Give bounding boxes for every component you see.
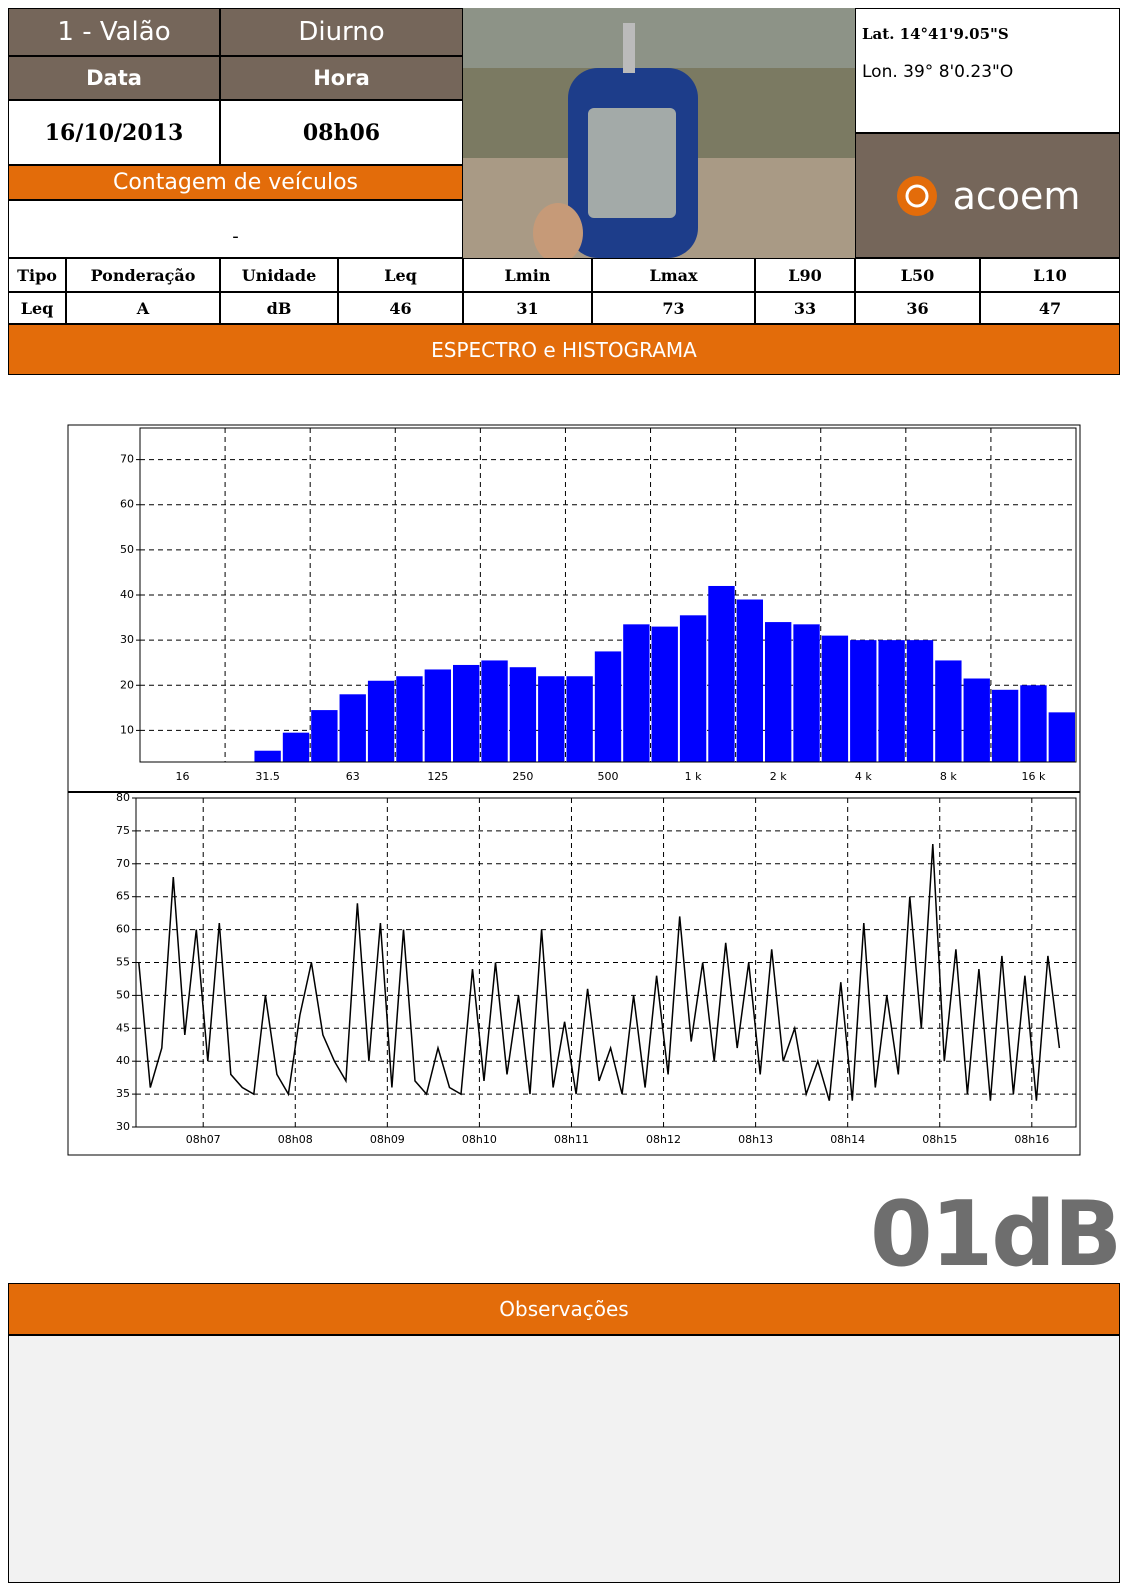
- y-tick-label: 30: [116, 1120, 130, 1133]
- notes-area: [8, 1335, 1120, 1583]
- y-tick-label: 50: [116, 988, 130, 1001]
- y-tick-label: 55: [116, 956, 130, 969]
- x-tick-label: 08h13: [738, 1133, 773, 1146]
- x-tick-label: 08h12: [646, 1133, 681, 1146]
- bar: [623, 624, 649, 762]
- bar: [964, 679, 990, 763]
- bar: [340, 694, 366, 762]
- bar: [254, 751, 280, 762]
- y-tick-label: 45: [116, 1021, 130, 1034]
- x-tick-label: 500: [598, 770, 619, 783]
- bar: [1049, 712, 1075, 762]
- bar: [595, 651, 621, 762]
- bar: [1020, 685, 1046, 762]
- bar: [907, 640, 933, 762]
- x-tick-label: 63: [346, 770, 360, 783]
- bar: [425, 669, 451, 762]
- y-tick-label: 60: [116, 923, 130, 936]
- bar: [368, 681, 394, 762]
- charts: 10 20 30 40 50 60 70 16 31.5 63 125 250 500 1 k 2 k 4 k…: [0, 0, 1130, 1283]
- y-tick-label: 40: [120, 588, 134, 601]
- y-tick-label: 70: [120, 453, 134, 466]
- x-tick-label: 08h14: [830, 1133, 865, 1146]
- x-tick-label: 08h07: [186, 1133, 221, 1146]
- x-tick-label: 08h15: [922, 1133, 957, 1146]
- x-tick-label: 16 k: [1022, 770, 1046, 783]
- bar: [311, 710, 337, 762]
- bar: [566, 676, 592, 762]
- y-tick-label: 65: [116, 890, 130, 903]
- x-tick-label: 08h11: [554, 1133, 589, 1146]
- y-tick-label: 35: [116, 1087, 130, 1100]
- bar: [538, 676, 564, 762]
- x-tick-label: 08h16: [1014, 1133, 1049, 1146]
- x-tick-label: 4 k: [855, 770, 872, 783]
- bar: [822, 636, 848, 762]
- bar: [765, 622, 791, 762]
- x-tick-label: 31.5: [255, 770, 280, 783]
- y-tick-label: 30: [120, 633, 134, 646]
- bar: [396, 676, 422, 762]
- bar: [850, 640, 876, 762]
- page: 1 - Valão Diurno Data Hora 16/10/2013 08…: [0, 0, 1130, 1583]
- bar: [453, 665, 479, 762]
- y-tick-label: 70: [116, 857, 130, 870]
- bar: [680, 615, 706, 762]
- x-tick-label: 08h10: [462, 1133, 497, 1146]
- bar: [793, 624, 819, 762]
- x-tick-label: 1 k: [685, 770, 702, 783]
- x-tick-label: 125: [427, 770, 448, 783]
- bar: [652, 627, 678, 762]
- x-tick-label: 08h09: [370, 1133, 405, 1146]
- y-tick-label: 20: [120, 678, 134, 691]
- bar: [510, 667, 536, 762]
- y-tick-label: 80: [116, 791, 130, 804]
- y-tick-label: 60: [120, 498, 134, 511]
- x-tick-label: 16: [176, 770, 190, 783]
- bar: [283, 733, 309, 762]
- y-tick-label: 75: [116, 824, 130, 837]
- y-tick-label: 40: [116, 1054, 130, 1067]
- bar: [481, 660, 507, 762]
- bar: [935, 660, 961, 762]
- bar: [878, 640, 904, 762]
- logo: 01dB: [870, 1182, 1120, 1287]
- notes-title: Observações: [8, 1283, 1120, 1335]
- y-tick-label: 10: [120, 723, 134, 736]
- bar: [708, 586, 734, 762]
- x-tick-label: 2 k: [770, 770, 787, 783]
- bar: [992, 690, 1018, 762]
- x-tick-label: 08h08: [278, 1133, 313, 1146]
- x-tick-label: 8 k: [940, 770, 957, 783]
- bar: [737, 600, 763, 762]
- logo-text: 01dB: [870, 1182, 1120, 1287]
- x-tick-label: 250: [512, 770, 533, 783]
- y-tick-label: 50: [120, 543, 134, 556]
